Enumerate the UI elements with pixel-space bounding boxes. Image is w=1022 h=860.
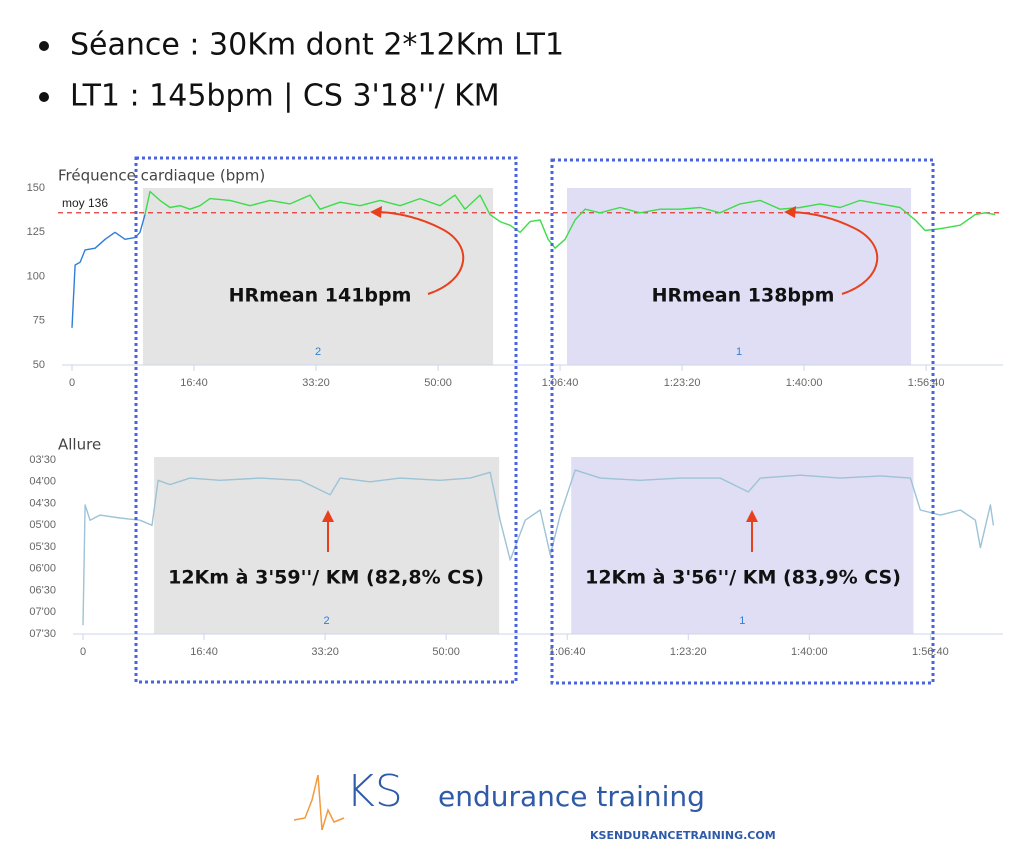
x-tick-label: 1:40:00	[786, 377, 823, 389]
interval-band	[571, 457, 914, 634]
interval-band	[154, 457, 500, 634]
x-tick-label: 50:00	[432, 646, 460, 658]
arrowhead	[322, 510, 334, 522]
y-tick-label: 05'00	[29, 519, 56, 531]
x-tick-label: 33:20	[311, 646, 339, 658]
interval-band	[143, 188, 494, 365]
y-tick-label: 07'00	[29, 606, 56, 618]
data-line	[82, 469, 995, 626]
x-tick-label: 33:20	[302, 377, 330, 389]
x-tick-label: 1:56:40	[908, 377, 945, 389]
highlight-frame	[134, 156, 518, 684]
arrows	[327, 211, 879, 552]
bullet-text: Séance : 30Km dont 2*12Km LT1	[70, 28, 564, 63]
x-tick-label: 1:23:20	[664, 377, 701, 389]
y-tick-label: 05'30	[29, 541, 56, 553]
annotation: 12Km à 3'56''/ KM (83,9% CS)	[585, 567, 901, 589]
arrowhead	[370, 206, 382, 218]
y-tick-label: 04'30	[29, 497, 56, 509]
y-tick-label: 07'30	[29, 628, 56, 640]
logo: KS endurance training KSENDURANCETRAININ…	[293, 766, 776, 842]
band-label: 1	[736, 346, 742, 358]
x-tick-label: 1:40:00	[791, 646, 828, 658]
charts: Fréquence cardiaque (bpm)2 15075100125150…	[27, 167, 1003, 658]
axis-title: Fréquence cardiaque (bpm)	[58, 167, 265, 185]
axis-title: Allure	[58, 436, 101, 454]
band-label: 2	[315, 346, 321, 358]
x-tick-label: 1:56:40	[912, 646, 949, 658]
x-tick-label: 1:06:40	[549, 646, 586, 658]
x-tick-label: 1:06:40	[542, 377, 579, 389]
y-tick-label: 150	[27, 182, 45, 194]
arrowheads	[322, 206, 796, 522]
band-label: 1	[739, 615, 745, 627]
y-tick-label: 50	[33, 359, 45, 371]
annotation: HRmean 138bpm	[652, 285, 835, 307]
x-tick-label: 0	[69, 377, 75, 389]
x-tick-label: 1:23:20	[670, 646, 707, 658]
y-tick-label: 04'00	[29, 476, 56, 488]
x-tick-label: 0	[80, 646, 86, 658]
y-tick-label: 06'30	[29, 584, 56, 596]
logo-mark: KS	[346, 766, 403, 817]
bullet-dot	[39, 92, 49, 102]
logo-name: endurance training	[438, 780, 705, 813]
y-tick-label: 100	[27, 270, 45, 282]
mean-label: moy 136	[62, 196, 108, 210]
annotation: HRmean 141bpm	[229, 285, 412, 307]
x-tick-label: 50:00	[424, 377, 452, 389]
arrow	[791, 211, 879, 295]
arrowhead	[746, 510, 758, 522]
annotation: 12Km à 3'59''/ KM (82,8% CS)	[168, 567, 484, 589]
y-tick-label: 75	[33, 315, 45, 327]
arrow	[377, 211, 465, 295]
logo-heartbeat	[293, 774, 345, 831]
bullet-text: LT1 : 145bpm | CS 3'18''/ KM	[70, 79, 500, 114]
x-tick-label: 16:40	[190, 646, 218, 658]
band-label: 2	[324, 615, 330, 627]
bullet-dot	[39, 41, 49, 51]
y-tick-label: 125	[27, 226, 45, 238]
y-tick-label: 03'30	[29, 454, 56, 466]
logo-url: KSENDURANCETRAINING.COM	[590, 829, 776, 842]
interval-band	[567, 188, 912, 365]
arrowhead	[784, 206, 796, 218]
data-line	[144, 190, 996, 249]
x-tick-label: 16:40	[180, 377, 208, 389]
y-tick-label: 06'00	[29, 563, 56, 575]
highlight-frame	[550, 158, 935, 685]
